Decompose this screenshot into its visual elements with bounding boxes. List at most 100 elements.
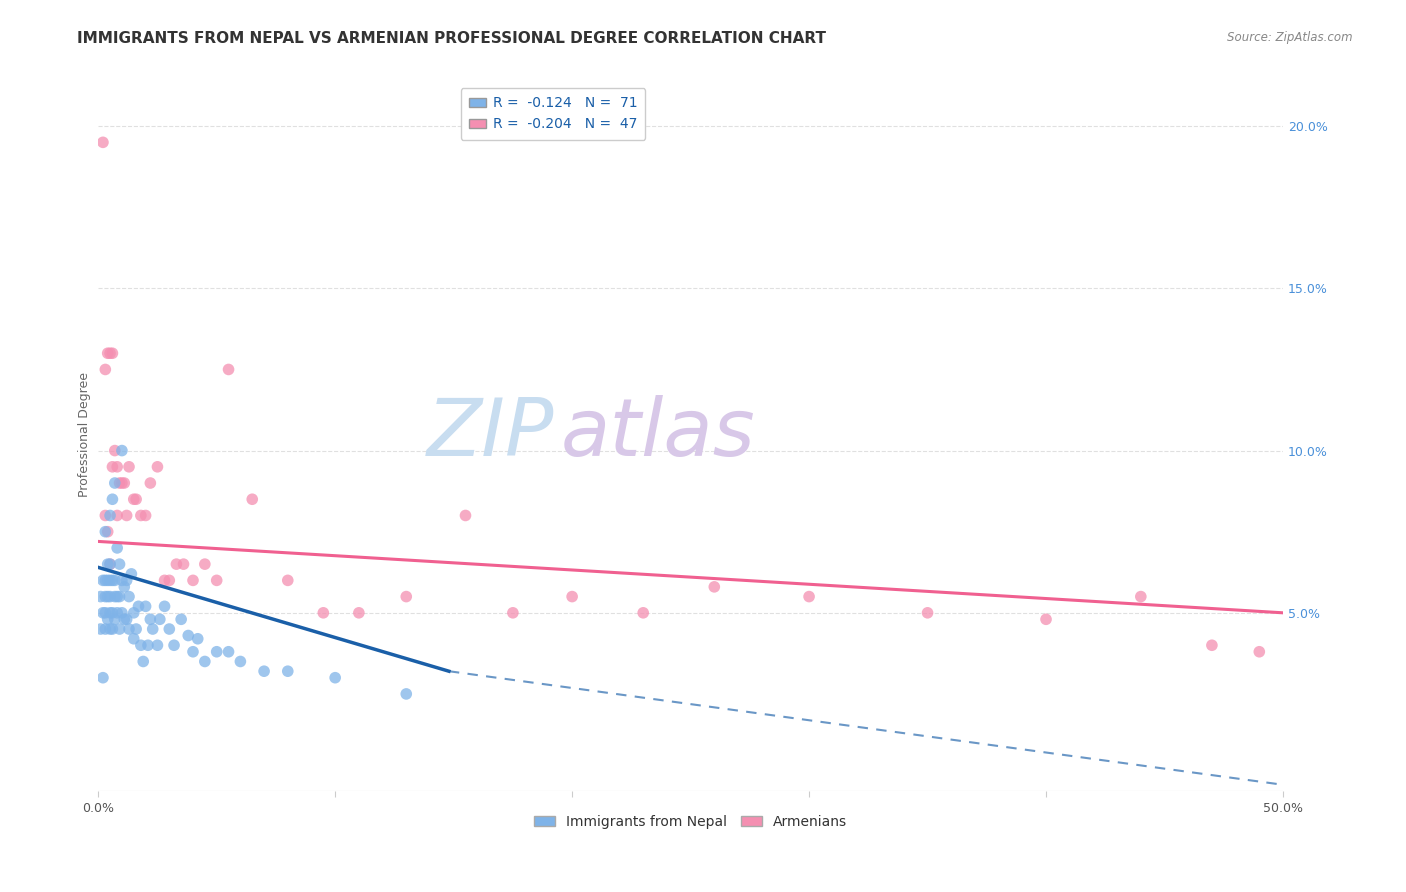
Text: Source: ZipAtlas.com: Source: ZipAtlas.com <box>1227 31 1353 45</box>
Point <box>101 574 124 588</box>
Point <box>105 541 128 555</box>
Point <box>122 632 145 646</box>
Point <box>1249 645 1271 659</box>
Point <box>205 574 228 588</box>
Point <box>253 664 276 678</box>
Point <box>125 492 148 507</box>
Point <box>104 612 127 626</box>
Point <box>91 671 114 685</box>
Point <box>104 574 127 588</box>
Point <box>502 606 524 620</box>
Point <box>129 638 152 652</box>
Point <box>218 645 240 659</box>
Point <box>91 574 114 588</box>
Point <box>122 492 145 507</box>
Point <box>94 508 117 523</box>
Point <box>104 443 127 458</box>
Point <box>112 612 135 626</box>
Point <box>132 655 155 669</box>
Point <box>129 508 152 523</box>
Text: ZIP: ZIP <box>427 395 554 474</box>
Point <box>98 590 121 604</box>
Point <box>98 346 121 360</box>
Point <box>135 599 157 614</box>
Point <box>112 476 135 491</box>
Point <box>115 508 138 523</box>
Point <box>218 362 240 376</box>
Point <box>101 492 124 507</box>
Point <box>149 612 172 626</box>
Point <box>229 655 252 669</box>
Point <box>101 459 124 474</box>
Point <box>98 606 121 620</box>
Point <box>146 459 169 474</box>
Point <box>312 606 335 620</box>
Point <box>173 557 195 571</box>
Point <box>105 590 128 604</box>
Point <box>101 606 124 620</box>
Point <box>94 574 117 588</box>
Text: atlas: atlas <box>560 395 755 474</box>
Point <box>153 599 176 614</box>
Point <box>177 628 200 642</box>
Point <box>98 557 121 571</box>
Point <box>153 574 176 588</box>
Y-axis label: Professional Degree: Professional Degree <box>79 372 91 497</box>
Point <box>561 590 583 604</box>
Point <box>240 492 263 507</box>
Point <box>98 622 121 636</box>
Legend: Immigrants from Nepal, Armenians: Immigrants from Nepal, Armenians <box>529 809 852 834</box>
Point <box>94 524 117 539</box>
Point <box>1201 638 1223 652</box>
Point <box>104 476 127 491</box>
Point <box>111 476 134 491</box>
Point <box>105 459 128 474</box>
Point <box>97 524 120 539</box>
Point <box>97 574 120 588</box>
Point <box>97 590 120 604</box>
Point <box>105 508 128 523</box>
Point <box>94 362 117 376</box>
Point <box>142 622 165 636</box>
Point <box>115 574 138 588</box>
Point <box>94 606 117 620</box>
Point <box>90 590 112 604</box>
Point <box>917 606 939 620</box>
Point <box>194 557 217 571</box>
Point <box>157 622 180 636</box>
Point <box>122 606 145 620</box>
Point <box>703 580 725 594</box>
Point <box>112 580 135 594</box>
Point <box>163 638 186 652</box>
Point <box>205 645 228 659</box>
Point <box>395 590 418 604</box>
Point <box>98 574 121 588</box>
Point <box>170 612 193 626</box>
Point <box>91 136 114 150</box>
Point <box>157 574 180 588</box>
Point <box>395 687 418 701</box>
Point <box>90 622 112 636</box>
Point <box>277 574 299 588</box>
Point <box>797 590 820 604</box>
Point <box>97 612 120 626</box>
Point <box>118 590 141 604</box>
Point <box>108 557 131 571</box>
Point <box>98 508 121 523</box>
Point <box>139 476 162 491</box>
Point <box>277 664 299 678</box>
Point <box>108 622 131 636</box>
Point <box>108 590 131 604</box>
Point <box>1129 590 1152 604</box>
Point <box>347 606 370 620</box>
Point <box>104 590 127 604</box>
Point <box>454 508 477 523</box>
Point <box>111 443 134 458</box>
Point <box>187 632 209 646</box>
Point <box>91 606 114 620</box>
Point <box>97 557 120 571</box>
Point <box>115 612 138 626</box>
Point <box>135 508 157 523</box>
Point <box>125 622 148 636</box>
Point <box>94 590 117 604</box>
